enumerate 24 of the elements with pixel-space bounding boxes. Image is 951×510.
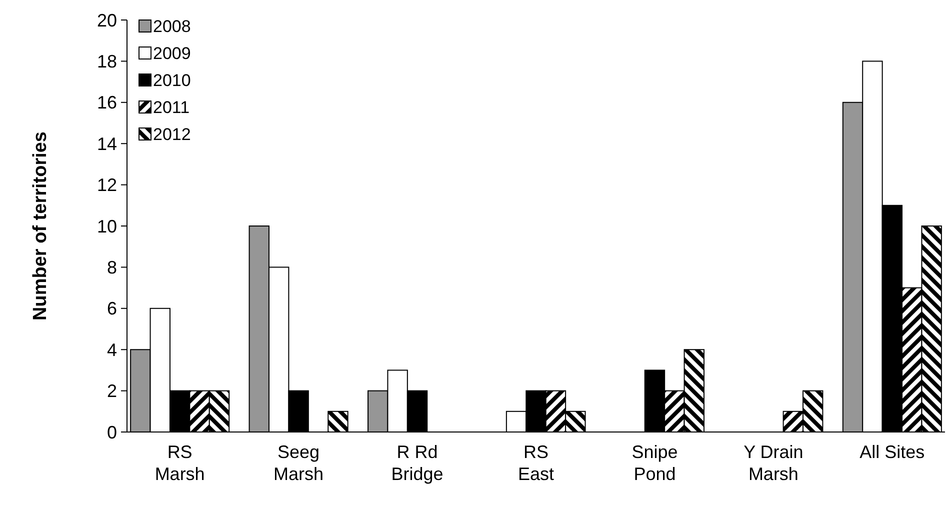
y-tick-label: 8	[106, 258, 117, 278]
legend-label: 2009	[153, 44, 191, 63]
x-tick-label: Y Drain Marsh	[744, 442, 804, 484]
x-tick-label: RS East	[518, 442, 554, 484]
y-tick-label: 16	[96, 92, 117, 113]
y-axis-title: Number of territories	[30, 132, 51, 320]
y-tick-label: 6	[106, 298, 117, 319]
x-tick-label: Seeg Marsh	[274, 442, 324, 484]
x-tick-label: Snipe Pond	[632, 442, 678, 484]
legend-label: 2012	[153, 124, 191, 144]
y-tick-label: 2	[106, 381, 117, 402]
x-tick-label: All Sites	[860, 442, 925, 462]
legend-label: 2008	[153, 16, 191, 36]
y-tick-label: 20	[96, 10, 117, 30]
x-tick-label: R Rd Bridge	[391, 442, 444, 484]
x-tick-label: RS Marsh	[154, 442, 205, 484]
y-tick-label: 4	[106, 340, 117, 360]
legend-label: 2010	[153, 70, 191, 90]
y-tick-label: 18	[96, 52, 117, 72]
y-tick-label: 12	[96, 175, 117, 196]
y-tick-label: 14	[96, 134, 117, 154]
y-tick-label: 0	[106, 422, 117, 442]
legend-label: 2011	[153, 98, 190, 117]
y-tick-label: 10	[96, 216, 117, 236]
